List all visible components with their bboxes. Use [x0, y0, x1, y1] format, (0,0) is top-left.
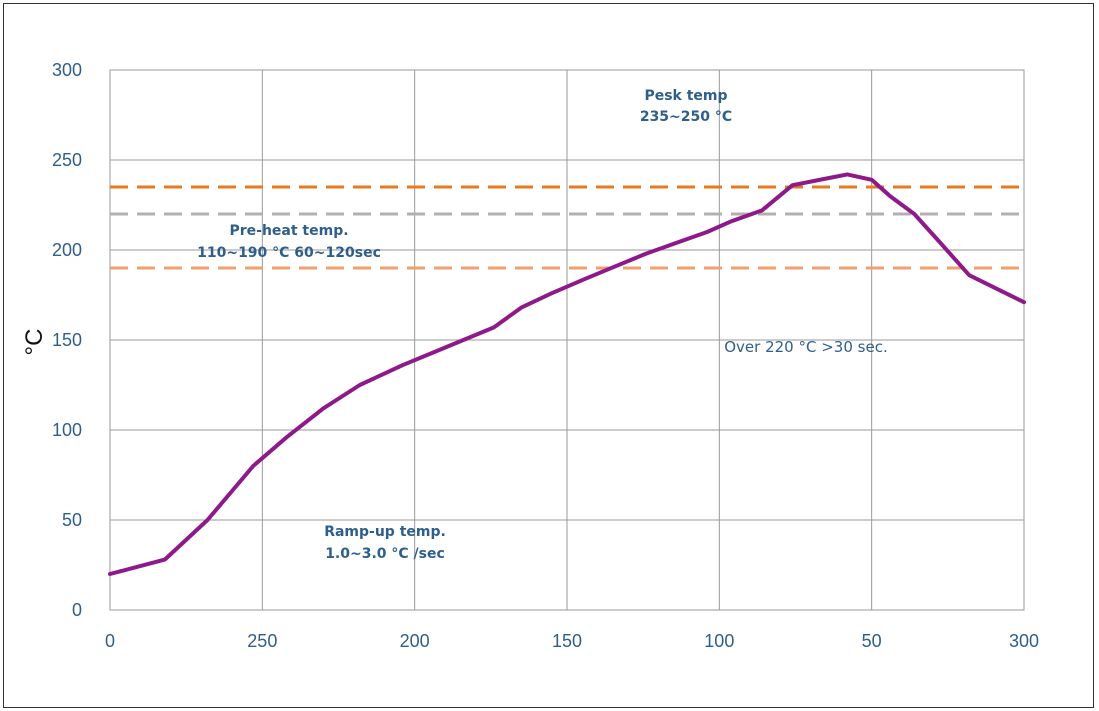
y-tick-300: 300 — [52, 60, 82, 80]
y-tick-200: 200 — [52, 240, 82, 260]
y-tick-150: 150 — [52, 330, 82, 350]
chart-frame — [3, 3, 1094, 708]
y-tick-250: 250 — [52, 150, 82, 170]
y-axis-label: °C — [21, 329, 48, 356]
y-tick-labels: 0 50 100 150 200 250 300 — [52, 60, 82, 620]
annotation-rampup-line1: Ramp-up temp. — [324, 524, 446, 540]
grid — [109, 69, 1025, 611]
y-tick-50: 50 — [62, 510, 82, 530]
x-tick-0: 0 — [105, 631, 115, 651]
x-tick-3: 150 — [552, 631, 582, 651]
reference-lines — [110, 185, 1024, 270]
y-tick-0: 0 — [72, 600, 82, 620]
series-layer — [108, 172, 1026, 576]
annotation-over220: Over 220 °C >30 sec. — [724, 338, 887, 356]
annotation-peak-line2: 235~250 °C — [640, 109, 732, 125]
x-tick-1: 250 — [247, 631, 277, 651]
x-tick-2: 200 — [400, 631, 430, 651]
annotation-rampup-line2: 1.0~3.0 °C /sec — [325, 546, 445, 562]
x-tick-4: 100 — [704, 631, 734, 651]
series-line-0 — [108, 172, 1026, 576]
x-tick-5: 50 — [862, 631, 882, 651]
annotation-preheat-line1: Pre-heat temp. — [229, 223, 348, 239]
annotation-preheat-line2: 110~190 °C 60~120sec — [197, 245, 381, 261]
y-tick-100: 100 — [52, 420, 82, 440]
annotation-peak-line1: Pesk temp — [644, 88, 727, 104]
x-tick-6: 300 — [1009, 631, 1039, 651]
x-tick-labels: 0 250 200 150 100 50 300 — [105, 631, 1039, 651]
